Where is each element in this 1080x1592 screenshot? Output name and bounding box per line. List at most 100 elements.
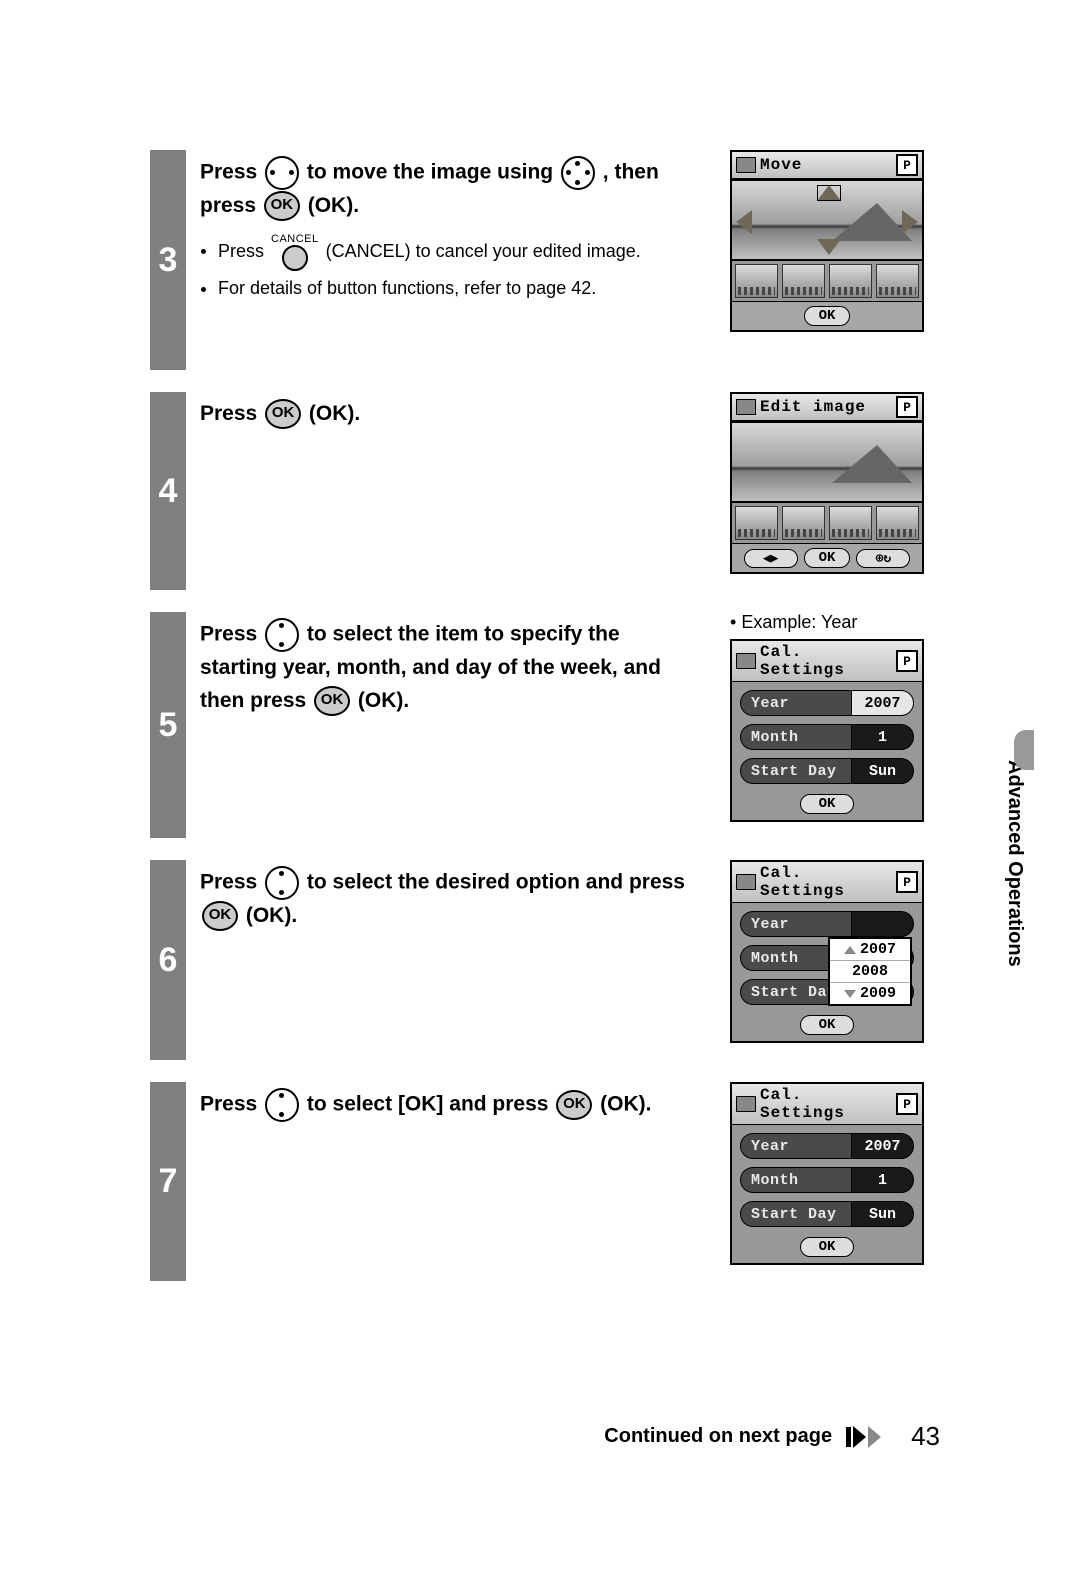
dropdown-option: 2007 — [830, 939, 910, 961]
device-cal-settings-1: Cal. Settings P Year 2007 Month 1 Start … — [730, 639, 924, 822]
step-6: 6 Press to select the desired option and… — [150, 860, 950, 1060]
screen-title: Move — [760, 156, 896, 174]
setting-value: 1 — [851, 1167, 914, 1193]
setting-value: 1 — [851, 724, 914, 750]
photo-preview — [732, 421, 922, 503]
text: Press — [200, 402, 263, 425]
step-number: 3 — [150, 150, 186, 370]
four-way-icon — [561, 156, 595, 190]
text: to move the image using — [307, 161, 559, 184]
text: (OK). — [358, 689, 409, 712]
thumb-icon — [736, 874, 756, 890]
setting-label: Month — [740, 724, 851, 750]
screen-title: Edit image — [760, 398, 896, 416]
device-edit: Edit image P ◀▶ OK ⊕↻ — [730, 392, 924, 574]
text: Press — [200, 1093, 263, 1116]
screen-title: Cal. Settings — [760, 864, 896, 900]
photo-preview — [732, 179, 922, 261]
thumbnail-strip — [732, 261, 922, 302]
text: (OK). — [246, 904, 297, 927]
page-footer: Continued on next page 43 — [150, 1421, 940, 1452]
ok-icon: OK — [264, 191, 300, 221]
thumbnail-strip — [732, 503, 922, 544]
step-figure: Move P OK — [710, 150, 950, 370]
step-number: 7 — [150, 1082, 186, 1281]
ok-pill: OK — [800, 1015, 855, 1035]
setting-value: Sun — [851, 1201, 914, 1227]
ok-icon: OK — [265, 399, 301, 429]
ok-icon: OK — [556, 1090, 592, 1120]
p-icon: P — [896, 154, 918, 176]
titlebar: Cal. Settings P — [732, 641, 922, 682]
bottom-bar: OK — [732, 302, 922, 330]
titlebar: Cal. Settings P — [732, 1084, 922, 1125]
ok-pill: OK — [800, 794, 855, 814]
text: (OK). — [309, 402, 360, 425]
manual-page: 3 Press to move the image using , then p… — [150, 150, 950, 1303]
screen-title: Cal. Settings — [760, 1086, 896, 1122]
ok-pill: OK — [804, 548, 851, 568]
step-number: 5 — [150, 612, 186, 838]
titlebar: Edit image P — [732, 394, 922, 421]
setting-value — [851, 911, 914, 937]
thumb-icon — [736, 399, 756, 415]
section-tab-label: Advanced Operations — [1004, 760, 1026, 967]
note-item: Press CANCEL (CANCEL) to cancel your edi… — [218, 233, 700, 271]
bottom-bar: ◀▶ OK ⊕↻ — [732, 544, 922, 572]
continued-label: Continued on next page — [604, 1425, 832, 1448]
thumb-icon — [736, 1096, 756, 1112]
dropdown-option: 2009 — [830, 983, 910, 1004]
step-4: 4 Press OK (OK). Edit image P ◀▶ — [150, 392, 950, 590]
year-dropdown: 2007 2008 2009 — [828, 937, 912, 1006]
screen-title: Cal. Settings — [760, 643, 896, 679]
note-item: For details of button functions, refer t… — [218, 275, 700, 302]
device-cal-settings-3: Cal. Settings P Year 2007 Month 1 Start … — [730, 1082, 924, 1265]
up-down-icon — [265, 618, 299, 652]
step-notes: Press CANCEL (CANCEL) to cancel your edi… — [200, 233, 700, 302]
rotate-icon: ⊕↻ — [856, 549, 910, 568]
setting-value: 2007 — [851, 1133, 914, 1159]
step-number: 4 — [150, 392, 186, 590]
page-number: 43 — [911, 1421, 940, 1452]
setting-startday: Start Day Sun — [740, 1201, 914, 1227]
setting-label: Year — [740, 1133, 851, 1159]
step-figure: Cal. Settings P Year Month Start Day Sun — [710, 860, 950, 1060]
p-icon: P — [896, 396, 918, 418]
ok-icon: OK — [202, 901, 238, 931]
setting-value: 2007 — [851, 690, 914, 716]
titlebar: Move P — [732, 152, 922, 179]
step-number: 6 — [150, 860, 186, 1060]
section-tab: Advanced Operations — [1003, 760, 1026, 967]
ok-icon: OK — [314, 686, 350, 716]
ok-pill: OK — [804, 306, 851, 326]
thumb-icon — [736, 157, 756, 173]
text: Press — [218, 240, 269, 260]
setting-label: Year — [740, 911, 851, 937]
setting-label: Start Day — [740, 1201, 851, 1227]
step-7: 7 Press to select [OK] and press OK (OK)… — [150, 1082, 950, 1281]
ok-pill: OK — [800, 1237, 855, 1257]
text: Press — [200, 623, 263, 646]
step-3: 3 Press to move the image using , then p… — [150, 150, 950, 370]
text: to select the desired option and press — [307, 871, 685, 894]
text: (OK). — [308, 194, 359, 217]
dropdown-option: 2008 — [830, 961, 910, 983]
text: (OK). — [600, 1093, 651, 1116]
setting-year: Year — [740, 911, 914, 937]
setting-label: Month — [740, 1167, 851, 1193]
example-label: Example: Year — [730, 612, 950, 633]
step-body: Press to select the item to specify the … — [186, 612, 710, 838]
up-down-icon — [265, 1088, 299, 1122]
setting-value: Sun — [851, 758, 914, 784]
p-icon: P — [896, 650, 918, 672]
up-down-icon — [265, 866, 299, 900]
text: to select [OK] and press — [307, 1093, 554, 1116]
left-right-icon — [265, 156, 299, 190]
device-move: Move P OK — [730, 150, 924, 332]
step-figure: Example: Year Cal. Settings P Year 2007 … — [710, 612, 950, 838]
setting-month: Month 1 — [740, 724, 914, 750]
setting-startday: Start Day Sun — [740, 758, 914, 784]
step-figure: Edit image P ◀▶ OK ⊕↻ — [710, 392, 950, 590]
step-body: Press to select [OK] and press OK (OK). — [186, 1082, 710, 1281]
cancel-label: CANCEL — [271, 233, 319, 245]
